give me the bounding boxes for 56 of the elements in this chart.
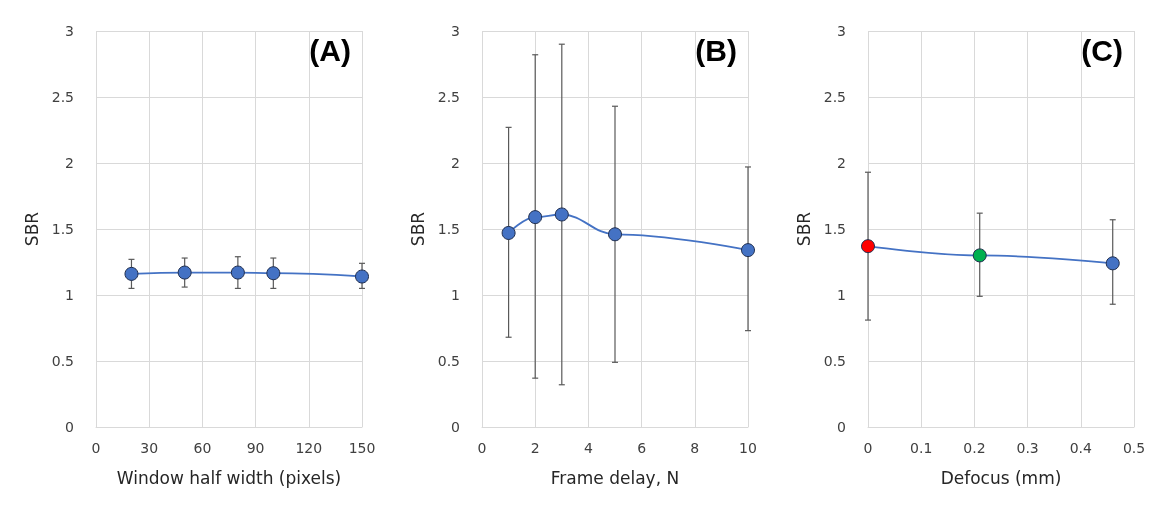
x-tick-label: 4 (583, 440, 593, 456)
y-axis-title: SBR (794, 211, 815, 247)
y-tick-label: 0 (837, 419, 846, 435)
y-tick-label: 0.5 (823, 353, 846, 369)
x-tick-label: 2 (530, 440, 540, 456)
point (861, 239, 875, 254)
x-tick-label: 30 (140, 440, 159, 456)
point (554, 207, 569, 222)
y-tick-label: 2 (451, 155, 460, 171)
point (972, 248, 987, 263)
y-tick-label: 0.5 (51, 353, 74, 369)
x-tick-label: 0 (477, 440, 487, 456)
y-tick-label: 1.5 (823, 221, 846, 237)
x-tick-label: 0.3 (1016, 440, 1039, 456)
y-tick-label: 2.5 (823, 89, 846, 105)
y-tick-label: 3 (65, 23, 74, 39)
y-axis-title: SBR (22, 211, 43, 247)
x-tick-label: 0.2 (963, 440, 986, 456)
y-tick-label: 1 (451, 287, 460, 303)
point (741, 243, 755, 258)
y-tick-label: 1 (837, 287, 846, 303)
x-tick-label: 6 (637, 440, 647, 456)
y-tick-label: 3 (837, 23, 846, 39)
y-tick-label: 1.5 (437, 221, 460, 237)
y-tick-label: 2 (837, 155, 846, 171)
x-tick-label: 10 (739, 440, 757, 456)
y-tick-label: 0 (451, 419, 460, 435)
chart-title: (C) (1081, 33, 1124, 67)
y-tick-label: 2.5 (51, 89, 74, 105)
x-axis-title: Defocus (mm) (940, 467, 1062, 488)
x-tick-label: 0.5 (1122, 440, 1146, 456)
x-tick-label: 8 (690, 440, 700, 456)
x-axis-title: Frame delay, N (550, 467, 680, 488)
x-tick-label: 0.1 (910, 440, 933, 456)
chart-title: (B) (695, 33, 738, 67)
point (501, 225, 516, 240)
y-tick-label: 3 (451, 23, 460, 39)
y-tick-label: 0 (65, 419, 74, 435)
y-tick-label: 1 (65, 287, 74, 303)
x-tick-label: 120 (295, 440, 323, 456)
chart-title: (A) (309, 33, 352, 67)
y-tick-label: 0.5 (437, 353, 460, 369)
point (528, 210, 543, 225)
x-tick-label: 90 (246, 440, 265, 456)
x-tick-label: 60 (193, 440, 212, 456)
point (608, 227, 622, 242)
point (1105, 256, 1120, 271)
y-tick-label: 2.5 (437, 89, 460, 105)
y-tick-label: 2 (65, 155, 74, 171)
x-axis-title: Window half width (pixels) (116, 467, 342, 488)
x-tick-label: 150 (348, 440, 376, 456)
x-tick-label: 0 (863, 440, 873, 456)
y-tick-label: 1.5 (51, 221, 74, 237)
x-tick-label: 0 (91, 440, 101, 456)
x-tick-label: 0.4 (1069, 440, 1093, 456)
y-axis-title: SBR (408, 211, 429, 247)
